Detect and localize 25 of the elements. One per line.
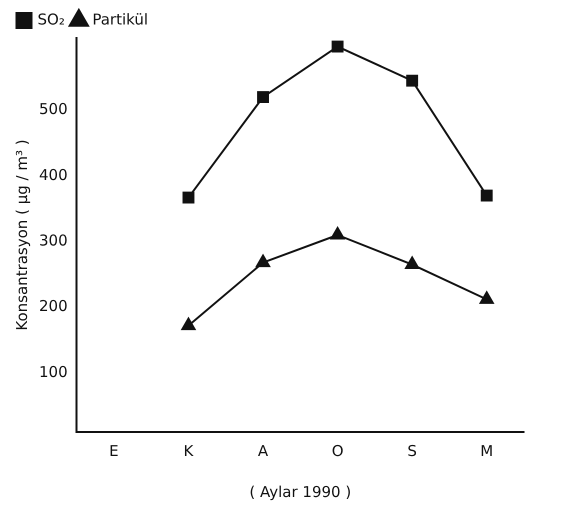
- y-tick-label: 300: [38, 231, 68, 250]
- x-tick-label: O: [332, 442, 344, 460]
- point: [257, 91, 269, 104]
- point: [182, 192, 194, 204]
- y-tick-label: 200: [38, 297, 68, 316]
- x-tick-label: M: [480, 442, 494, 460]
- point: [405, 256, 420, 270]
- x-tick-label: A: [258, 442, 269, 460]
- legend-label: Partikül: [92, 10, 148, 28]
- x-tick-label: E: [109, 442, 119, 460]
- point: [332, 40, 344, 52]
- point: [330, 227, 345, 240]
- x-tick-label: S: [407, 442, 417, 460]
- y-tick-label: 100: [38, 362, 68, 381]
- point: [181, 318, 196, 330]
- point: [406, 74, 418, 87]
- x-axis-title: ( Aylar 1990 ): [249, 482, 352, 501]
- point: [480, 190, 493, 202]
- x-tick-label: K: [184, 442, 195, 460]
- y-tick-label: 400: [38, 166, 68, 184]
- point: [480, 291, 494, 304]
- point: [256, 254, 270, 268]
- y-axis-title: Konsantrasyon ( µg / m³ ): [12, 139, 31, 331]
- legend-label: SO₂: [38, 10, 65, 28]
- y-tick-label: 500: [38, 100, 68, 118]
